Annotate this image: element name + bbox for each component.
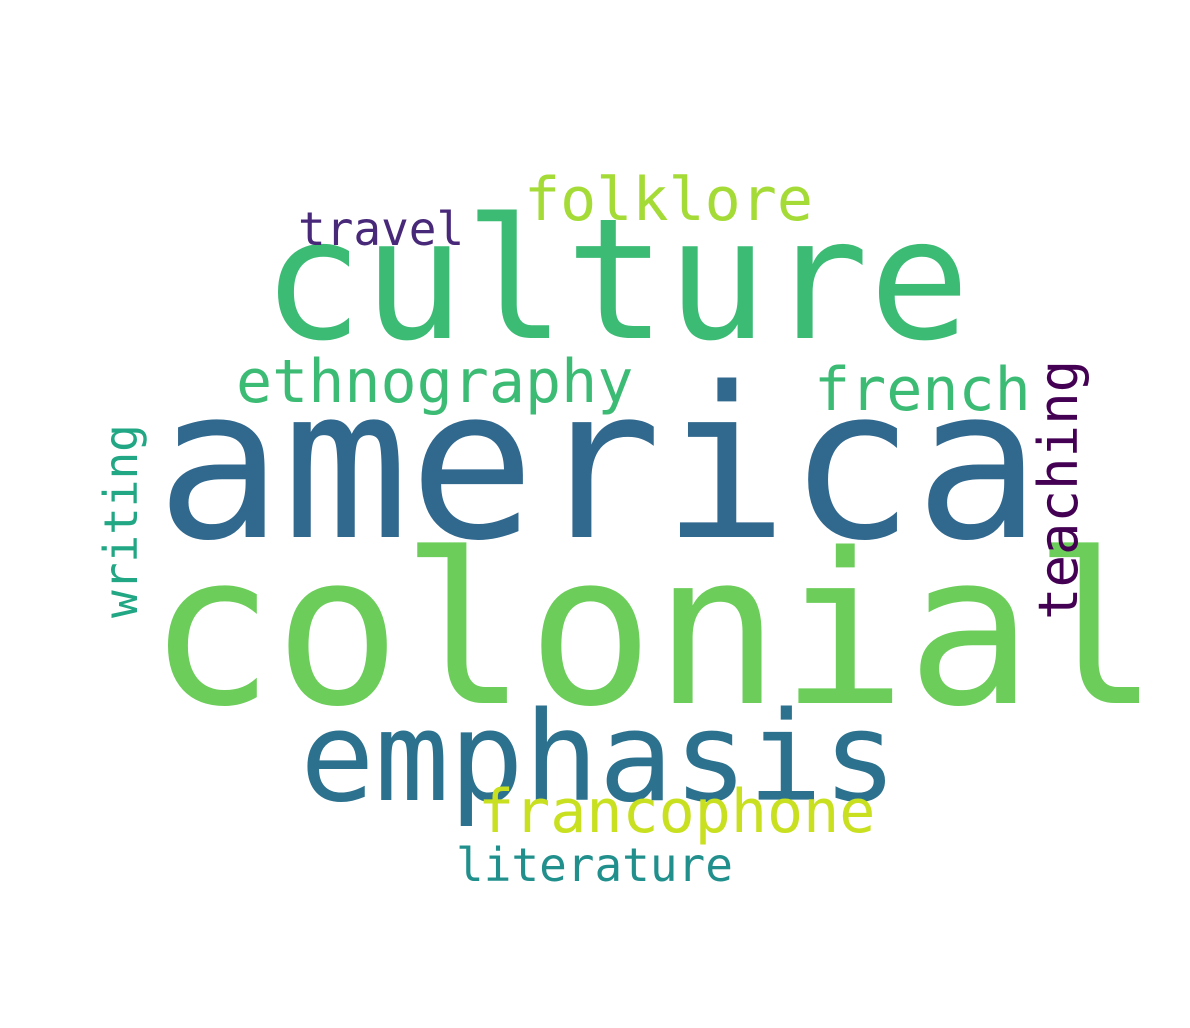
word-francophone: francophone [478,777,876,847]
word-folklore: folklore [524,165,813,235]
word-literature: literature [456,838,733,892]
word-emphasis: emphasis [300,686,898,830]
word-travel: travel [298,202,465,256]
word-teaching: teaching [1027,359,1090,620]
word-america: america [156,342,1042,587]
word-ethnography: ethnography [236,347,634,417]
word-french: french [814,355,1031,425]
word-culture: culture [262,182,971,378]
word-colonial: colonial [148,508,1160,753]
word-writing: writing [94,424,148,618]
